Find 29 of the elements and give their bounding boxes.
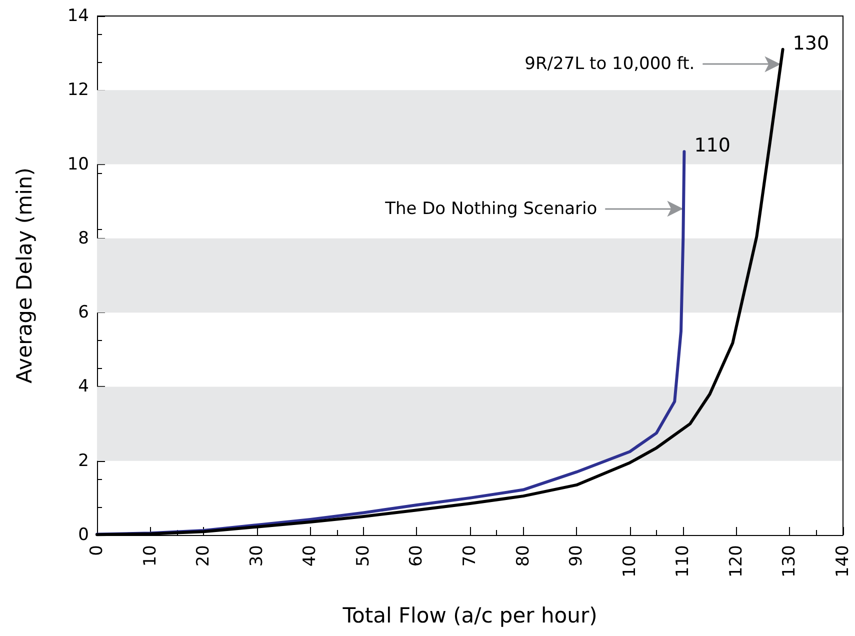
x-tick-label: 70 [460,545,480,567]
x-tick-label: 0 [87,545,107,556]
x-tick-label: 20 [194,545,214,567]
x-tick-label: 50 [353,545,374,567]
x-tick-label: 80 [513,545,534,567]
y-axis-title: Average Delay (min) [12,168,36,384]
x-tick-label: 120 [726,545,746,578]
x-axis-title: Total Flow (a/c per hour) [342,604,598,628]
series-label: 110 [694,134,730,157]
x-tick-label: 60 [406,545,427,567]
x-tick-label: 100 [620,545,640,578]
x-tick-label: 30 [246,545,267,567]
annotation: 9R/27L to 10,000 ft. [524,54,695,74]
x-tick-label: 140 [833,545,853,578]
y-tick-label: 14 [67,6,89,26]
y-tick-label: 12 [67,80,89,100]
y-tick-label: 6 [78,302,89,323]
y-tick-label: 0 [78,525,89,545]
x-tick-label: 110 [673,545,694,578]
x-tick-label: 10 [140,545,160,567]
series-label: 130 [792,32,830,54]
y-tick-label: 2 [78,450,89,471]
annotation: The Do Nothing Scenario [384,198,598,219]
x-tick-label: 130 [780,545,800,578]
y-tick-label: 10 [67,154,89,174]
x-tick-label: 90 [566,545,587,567]
y-tick-label: 8 [78,228,89,248]
y-tick-label: 4 [78,376,89,397]
x-tick-label: 40 [300,545,320,567]
